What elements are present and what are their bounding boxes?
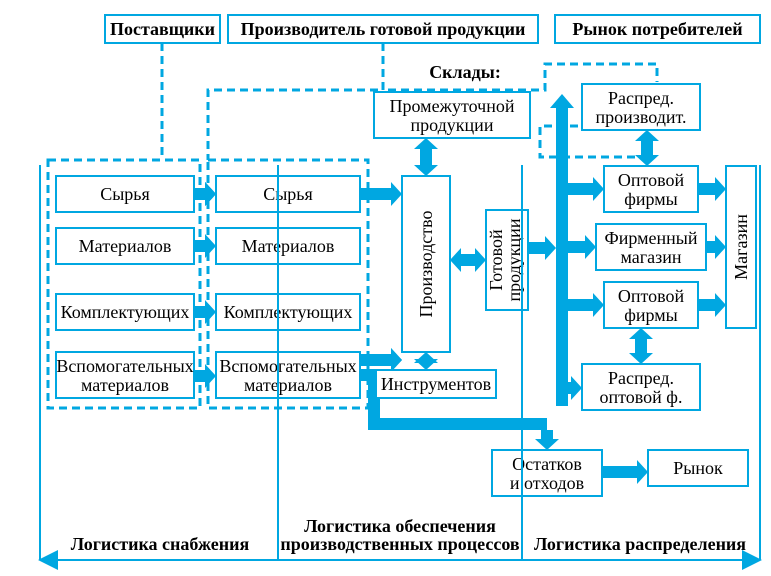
wholesale1-box: Оптовойфирмы <box>604 166 698 212</box>
brand-store-box-l2: магазин <box>620 247 681 267</box>
arrow-wh2-dw <box>629 328 653 364</box>
arrow-trunk-wh1 <box>568 177 604 201</box>
supplier-box-1: Материалов <box>56 228 194 264</box>
arrow-left-mid-5 <box>194 300 216 324</box>
arrow-prod-tools <box>414 352 438 370</box>
wholesale1-box-l2: фирмы <box>624 189 678 209</box>
dash-top-2 <box>208 43 383 160</box>
finished-l1: Готовой <box>486 229 506 291</box>
arrow-wh1-store <box>698 177 726 201</box>
title-suppliers-label: Поставщики <box>110 19 215 39</box>
distrib-prod-box: Распред.производит. <box>582 84 700 130</box>
brand-store-box: Фирменныймагазин <box>596 224 706 270</box>
dist-trunk <box>556 106 568 406</box>
market-box-l: Рынок <box>673 458 723 478</box>
arrow-left-mid-7 <box>194 364 216 388</box>
store-label: Магазин <box>731 214 751 280</box>
title-producer-label: Производитель готовой продукции <box>241 19 526 39</box>
distrib-prod-box-l1: Распред. <box>608 88 674 108</box>
section-label: Склады: <box>429 62 501 82</box>
arrow-trunk-wh2 <box>568 293 604 317</box>
arrow-mid-prod-1 <box>360 182 402 206</box>
arrow-inter-prod <box>414 138 438 176</box>
trunk-up-head <box>550 94 574 108</box>
arrow-finished-trunk <box>528 236 556 260</box>
supplier-l2-3: материалов <box>81 375 169 395</box>
arrow-remains-market <box>602 460 648 484</box>
dash-distrib <box>540 126 644 166</box>
arrow-to-remains <box>535 430 559 450</box>
producer-store-box-2: Комплектующих <box>216 294 360 330</box>
producer-store-box-0: Сырья <box>216 176 360 212</box>
supplier-box-2: Комплектующих <box>56 294 194 330</box>
title-suppliers: Поставщики <box>105 15 220 43</box>
supplier-box-3: Вспомогательныхматериалов <box>56 352 194 398</box>
producer-store-l-2: Комплектующих <box>224 302 353 322</box>
tools-box: Инструментов <box>376 370 496 398</box>
producer-store-l-1: Материалов <box>242 236 335 256</box>
supplier-box-0: Сырья <box>56 176 194 212</box>
market-box: Рынок <box>648 450 748 486</box>
title-producer: Производитель готовой продукции <box>228 15 538 43</box>
supplier-l-1: Материалов <box>79 236 172 256</box>
arrow-dp-wh1 <box>635 130 659 166</box>
elbow-h2 <box>368 418 547 430</box>
wholesale1-box-l1: Оптовой <box>618 170 685 190</box>
axis-label-1-1: Логистика обеспечения <box>304 516 496 536</box>
arrow-prod-finished <box>450 248 486 272</box>
producer-store-box-1: Материалов <box>216 228 360 264</box>
arrow-brand-store <box>706 235 726 259</box>
arrow-trunk-distwh <box>568 376 582 400</box>
intermediate-box: Промежуточнойпродукции <box>374 92 530 138</box>
wholesale2-box-l1: Оптовой <box>618 286 685 306</box>
title-market-label: Рынок потребителей <box>572 19 742 39</box>
brand-store-box-l1: Фирменный <box>605 228 698 248</box>
producer-store-l-0: Сырья <box>263 184 313 204</box>
arrow-left-mid-3 <box>194 234 216 258</box>
arrow-wh2-store <box>698 293 726 317</box>
distrib-wholesale-box-l2: оптовой ф. <box>600 387 683 407</box>
dash-top-3 <box>383 43 657 90</box>
distrib-wholesale-box-l1: Распред. <box>608 368 674 388</box>
supplier-l1-3: Вспомогательных <box>56 356 193 376</box>
producer-store-l2-3: материалов <box>244 375 332 395</box>
arrow-trunk-brand <box>568 235 596 259</box>
remains-box: Остаткови отходов <box>492 450 602 496</box>
title-market: Рынок потребителей <box>555 15 760 43</box>
wholesale2-box-l2: фирмы <box>624 305 678 325</box>
producer-store-box-3: Вспомогательныхматериалов <box>216 352 360 398</box>
axis-label-0: Логистика снабжения <box>71 534 250 554</box>
intermediate-box-l2: продукции <box>411 115 494 135</box>
axis-label-1-2: производственных процессов <box>280 534 520 554</box>
arrow-left-mid-6 <box>194 182 216 206</box>
distrib-prod-box-l2: производит. <box>595 107 686 127</box>
tools-box-l: Инструментов <box>381 374 491 394</box>
arrow-mid-prod-2 <box>360 348 402 372</box>
supplier-l-2: Комплектующих <box>61 302 190 322</box>
axis-label-2: Логистика распределения <box>534 534 746 554</box>
wholesale2-box: Оптовойфирмы <box>604 282 698 328</box>
producer-store-l1-3: Вспомогательных <box>219 356 356 376</box>
supplier-l-0: Сырья <box>100 184 150 204</box>
production-label: Производство <box>416 211 436 318</box>
distrib-wholesale-box: Распред.оптовой ф. <box>582 364 700 410</box>
intermediate-box-l1: Промежуточной <box>390 96 515 116</box>
